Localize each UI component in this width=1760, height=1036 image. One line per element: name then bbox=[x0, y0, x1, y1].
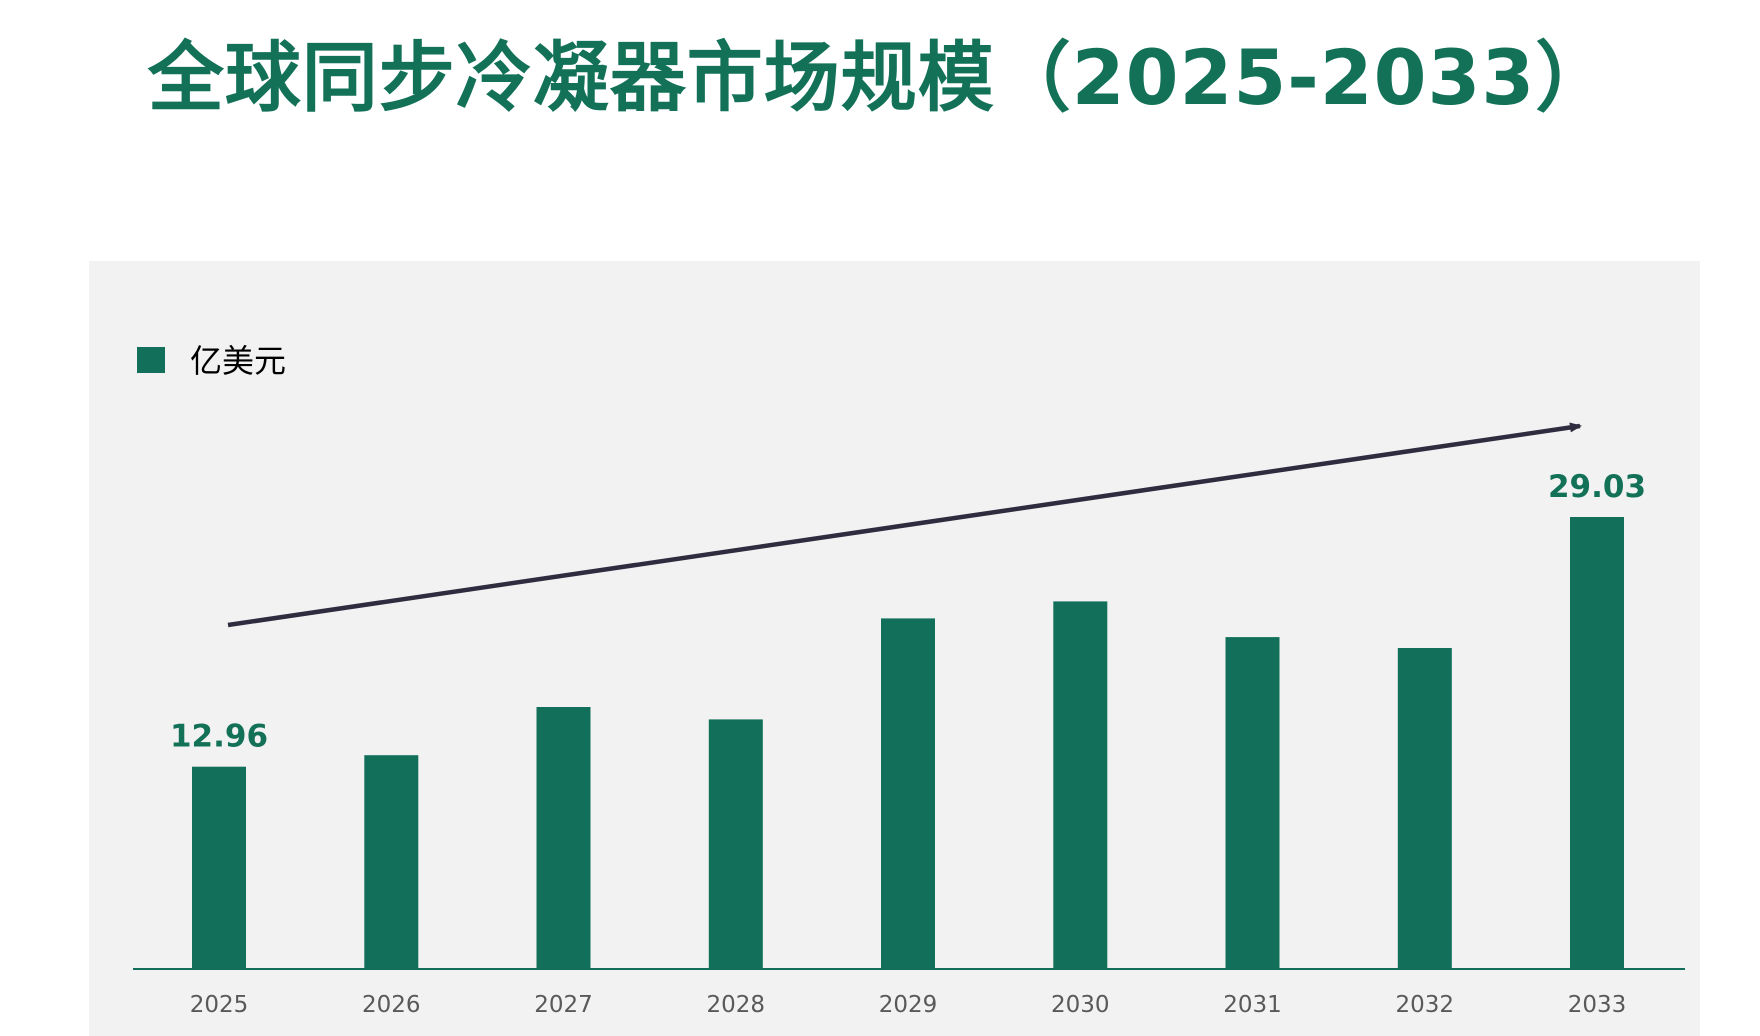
bar-2033 bbox=[1570, 517, 1624, 968]
bar-2027 bbox=[536, 707, 591, 968]
data-labels-group: 12.96 29.03 bbox=[170, 469, 1646, 755]
chart-title: 全球同步冷凝器市场规模（2025-2033） bbox=[147, 33, 1613, 122]
x-tick-label-2032: 2032 bbox=[1396, 992, 1455, 1018]
x-tick-label-2030: 2030 bbox=[1051, 992, 1110, 1018]
x-tick-label-2031: 2031 bbox=[1223, 992, 1282, 1018]
bar-2025 bbox=[192, 766, 246, 968]
x-tick-labels: 2025 2026 2027 2028 2029 2030 2031 2032 2033 bbox=[190, 992, 1627, 1018]
data-label-2033: 29.03 bbox=[1548, 469, 1646, 505]
legend-label: 亿美元 bbox=[190, 342, 286, 380]
bar-2028 bbox=[708, 719, 763, 968]
bar-2026 bbox=[364, 755, 419, 968]
bar-2029 bbox=[881, 618, 935, 968]
x-tick-label-2025: 2025 bbox=[190, 992, 249, 1018]
data-label-2025: 12.96 bbox=[170, 719, 268, 755]
x-tick-label-2027: 2027 bbox=[534, 992, 593, 1018]
legend-swatch bbox=[137, 347, 165, 373]
bar-2030 bbox=[1053, 601, 1108, 968]
x-tick-label-2029: 2029 bbox=[879, 992, 938, 1018]
bar-2032 bbox=[1397, 648, 1452, 968]
legend: 亿美元 bbox=[137, 342, 286, 380]
x-tick-label-2033: 2033 bbox=[1568, 992, 1627, 1018]
x-tick-label-2026: 2026 bbox=[362, 992, 421, 1018]
trend-arrow bbox=[227, 422, 1582, 628]
bar-2031 bbox=[1225, 637, 1280, 968]
x-tick-label-2028: 2028 bbox=[707, 992, 766, 1018]
bars-group bbox=[192, 517, 1624, 968]
